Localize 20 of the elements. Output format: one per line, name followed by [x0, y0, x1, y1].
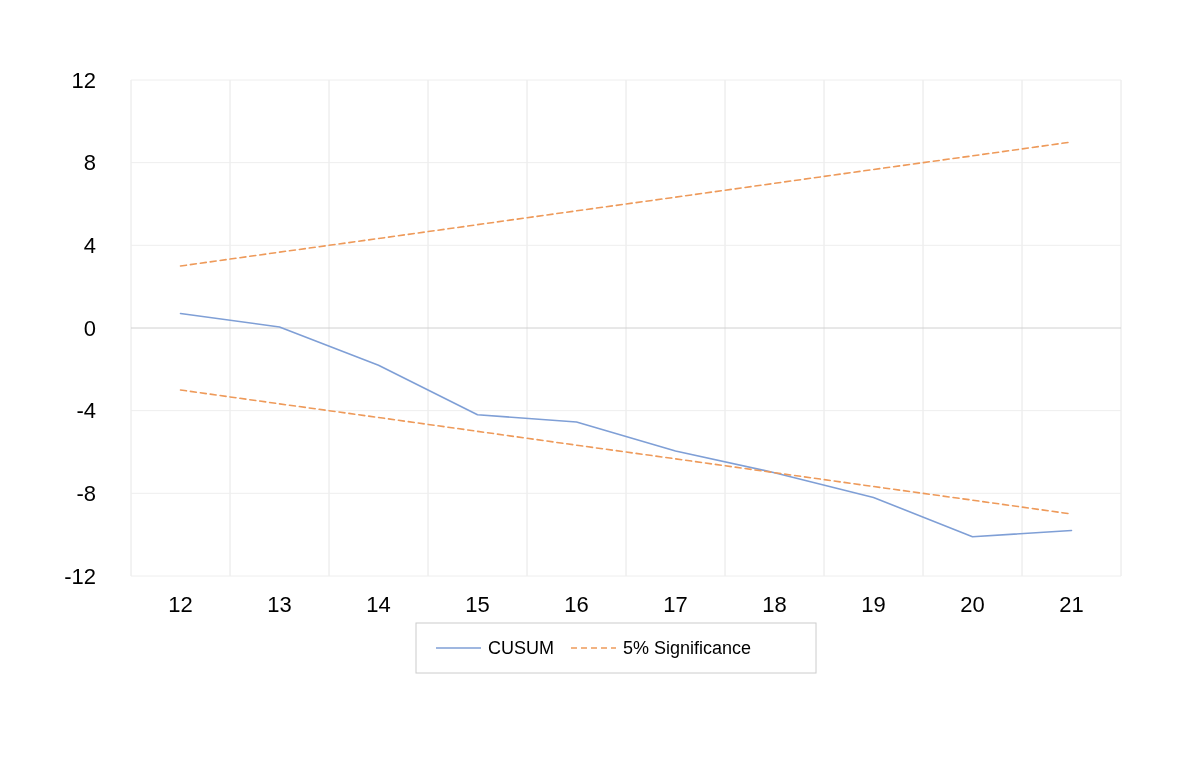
x-tick-label: 20	[960, 591, 985, 617]
x-tick-label: 16	[564, 591, 589, 617]
y-tick-label: 4	[83, 233, 96, 259]
y-tick-label: 8	[83, 150, 96, 176]
x-tick-label: 14	[366, 591, 391, 617]
legend-label: CUSUM	[488, 638, 554, 659]
y-tick-label: -12	[64, 563, 96, 589]
line-series	[179, 312, 1073, 538]
x-tick-label: 21	[1059, 591, 1084, 617]
x-tick-label: 12	[168, 591, 193, 617]
legend-label: 5% Significance	[623, 638, 752, 659]
y-tick-label: -8	[76, 481, 96, 507]
y-tick-label: 12	[71, 67, 96, 93]
y-tick-label: 0	[83, 315, 96, 341]
x-tick-label: 17	[663, 591, 688, 617]
x-tick-label: 19	[861, 591, 886, 617]
x-tick-label: 15	[465, 591, 490, 617]
x-tick-label: 13	[267, 591, 292, 617]
x-tick-label: 18	[762, 591, 787, 617]
y-tick-label: -4	[76, 398, 96, 424]
